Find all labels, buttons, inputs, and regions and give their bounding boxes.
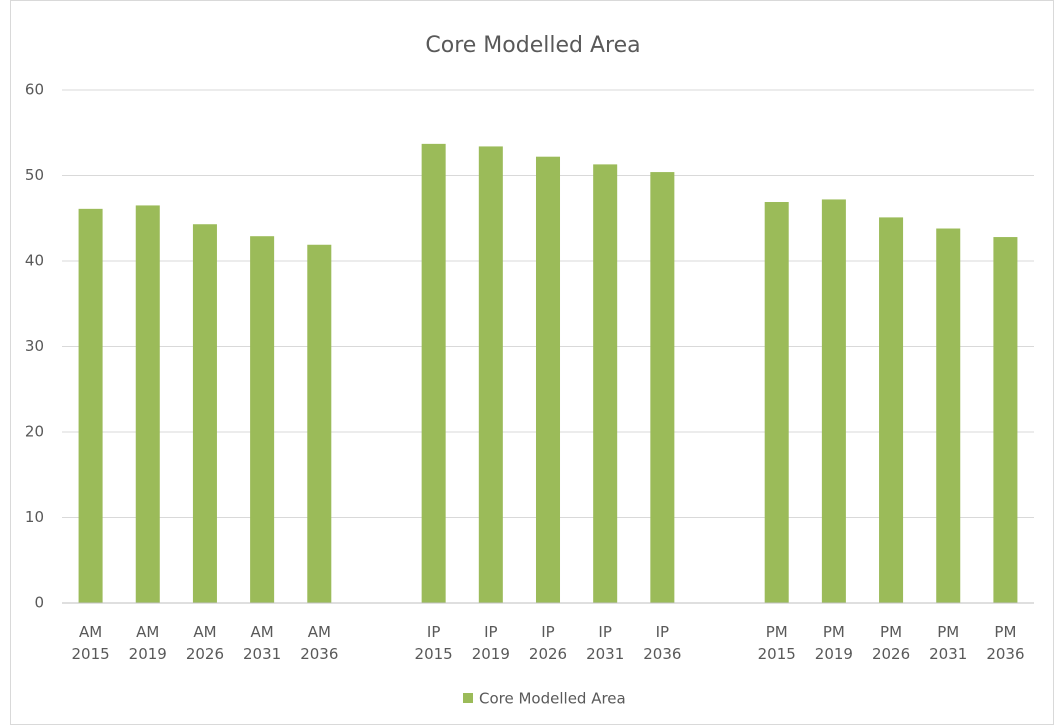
y-tick-label: 50 — [25, 166, 44, 184]
x-tick-label: AM 2026 — [186, 623, 224, 663]
x-tick-label: PM 2026 — [872, 623, 910, 663]
bar — [478, 146, 503, 603]
x-tick-label: AM 2019 — [129, 623, 167, 663]
x-tick-label: AM 2036 — [300, 623, 338, 663]
bar — [78, 208, 103, 603]
bar — [821, 199, 846, 603]
bar — [764, 202, 789, 603]
bar — [421, 143, 446, 604]
x-tick-label: AM 2031 — [243, 623, 281, 663]
bar — [135, 205, 160, 604]
y-tick-label: 60 — [25, 81, 44, 99]
y-tick-label: 10 — [25, 508, 44, 526]
chart-title: Core Modelled Area — [425, 33, 640, 58]
y-tick-label: 20 — [25, 423, 44, 441]
bar — [535, 156, 561, 603]
bar — [593, 164, 618, 603]
bar — [879, 217, 904, 603]
x-tick-label: PM 2031 — [929, 623, 967, 663]
bar — [993, 237, 1018, 603]
x-tick-label: IP 2026 — [529, 623, 567, 663]
y-tick-label: 0 — [34, 594, 44, 612]
x-tick-label: PM 2036 — [986, 623, 1024, 663]
bar — [936, 228, 961, 603]
legend-swatch — [463, 693, 473, 703]
bar — [307, 244, 332, 603]
bar — [250, 236, 275, 603]
x-tick-label: AM 2015 — [71, 623, 109, 663]
x-tick-label: PM 2019 — [815, 623, 853, 663]
y-tick-label: 40 — [25, 252, 44, 270]
x-tick-label: IP 2019 — [472, 623, 510, 663]
x-tick-label: IP 2015 — [415, 623, 453, 663]
x-tick-label: IP 2036 — [643, 623, 681, 663]
x-tick-label: IP 2031 — [586, 623, 624, 663]
y-tick-label: 30 — [25, 337, 44, 355]
bar — [192, 224, 217, 604]
x-tick-label: PM 2015 — [758, 623, 796, 663]
legend-label: Core Modelled Area — [479, 690, 626, 708]
bar — [650, 172, 675, 603]
